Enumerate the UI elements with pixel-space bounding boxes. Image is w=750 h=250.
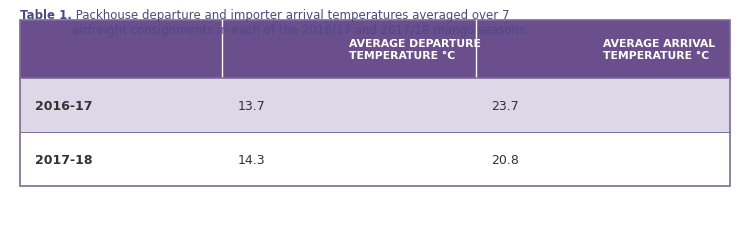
Text: Packhouse departure and importer arrival temperatures averaged over 7
airfreight: Packhouse departure and importer arrival… (72, 9, 529, 37)
Bar (20, 21, 730, 186)
Text: 20.8: 20.8 (490, 153, 519, 166)
Text: 2016-17: 2016-17 (35, 99, 92, 112)
Bar (20, 21, 730, 79)
Text: AVERAGE DEPARTURE
TEMPERATURE °C: AVERAGE DEPARTURE TEMPERATURE °C (349, 38, 481, 61)
Text: Table 1.: Table 1. (20, 9, 72, 22)
Text: 14.3: 14.3 (237, 153, 265, 166)
Bar (20, 132, 730, 186)
Text: AVERAGE ARRIVAL
TEMPERATURE °C: AVERAGE ARRIVAL TEMPERATURE °C (603, 38, 715, 61)
Text: 2017-18: 2017-18 (35, 153, 92, 166)
Text: 23.7: 23.7 (490, 99, 518, 112)
Bar (20, 79, 730, 132)
Text: 13.7: 13.7 (237, 99, 265, 112)
